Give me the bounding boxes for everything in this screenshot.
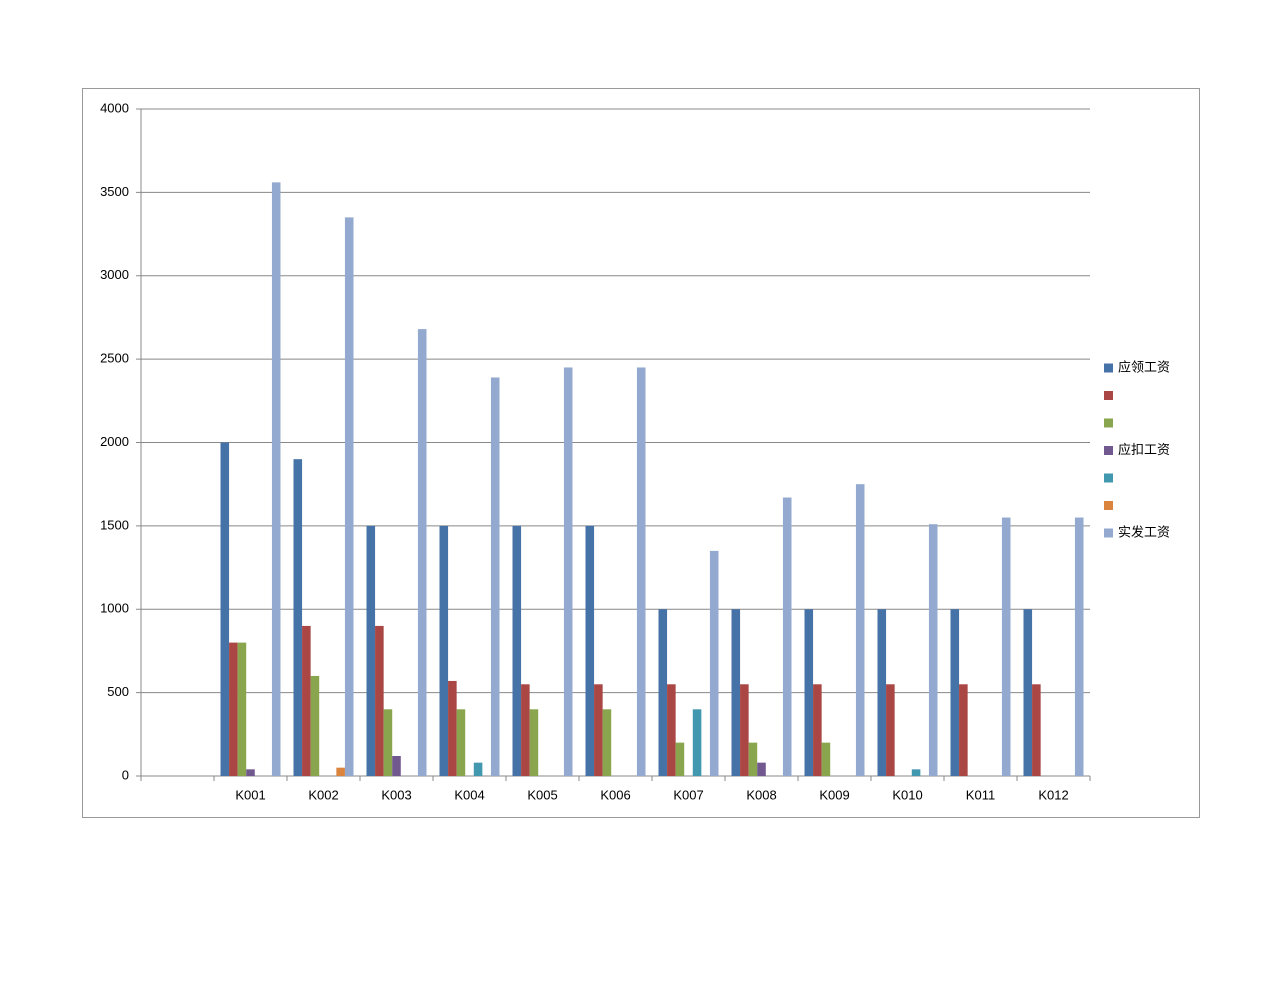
bar — [959, 684, 968, 776]
bar — [563, 367, 573, 776]
bar — [375, 625, 384, 776]
legend-label: 实发工资 — [1118, 524, 1170, 539]
bar — [658, 609, 668, 776]
legend-swatch — [1104, 391, 1113, 400]
bar — [366, 525, 376, 776]
legend-swatch — [1104, 446, 1113, 455]
bar — [731, 609, 741, 776]
bar — [667, 684, 676, 776]
legend-label: 应扣工资 — [1118, 442, 1170, 457]
bar — [748, 742, 758, 776]
y-tick-label: 0 — [122, 767, 129, 782]
bar — [928, 524, 938, 776]
bar — [1001, 517, 1011, 776]
x-tick-label: K011 — [966, 787, 995, 802]
bar — [602, 709, 612, 776]
bar — [383, 709, 393, 776]
bar — [740, 684, 749, 776]
y-tick-label: 4000 — [100, 100, 129, 115]
bar — [490, 377, 500, 776]
bar — [392, 755, 401, 776]
x-tick-label: K004 — [454, 787, 484, 802]
legend-swatch — [1104, 501, 1113, 510]
x-tick-label: K002 — [308, 787, 338, 802]
bar — [594, 684, 603, 776]
legend-swatch — [1104, 473, 1113, 483]
bar — [271, 182, 281, 776]
y-tick-label: 3000 — [100, 267, 129, 282]
bar — [692, 709, 702, 776]
x-tick-label: K001 — [235, 787, 265, 802]
y-tick-label: 1000 — [100, 601, 129, 616]
bar — [302, 625, 311, 776]
x-tick-label: K003 — [381, 787, 411, 802]
legend-swatch — [1104, 528, 1113, 538]
bar — [1074, 517, 1084, 776]
bar — [344, 217, 354, 776]
bar — [456, 709, 466, 776]
bar — [782, 497, 792, 776]
bar — [293, 459, 303, 776]
legend-label: 应领工资 — [1118, 359, 1170, 374]
bar — [1023, 609, 1033, 776]
y-tick-label: 2000 — [100, 434, 129, 449]
bar — [529, 709, 539, 776]
bar — [473, 762, 483, 776]
y-tick-label: 1500 — [100, 517, 129, 532]
x-tick-label: K006 — [600, 787, 630, 802]
bar — [1032, 684, 1041, 776]
bar — [448, 680, 457, 776]
bar — [757, 762, 766, 776]
bar — [636, 367, 646, 776]
bar — [911, 769, 921, 776]
x-tick-label: K012 — [1038, 787, 1068, 802]
y-tick-label: 2500 — [100, 351, 129, 366]
legend-swatch — [1104, 363, 1113, 373]
bar — [877, 609, 887, 776]
bar — [310, 675, 320, 776]
bar — [585, 525, 595, 776]
x-tick-label: K008 — [746, 787, 776, 802]
y-tick-label: 3500 — [100, 184, 129, 199]
bar — [521, 684, 530, 776]
bar — [439, 525, 449, 776]
bar — [220, 442, 230, 776]
legend-swatch — [1104, 418, 1113, 428]
x-tick-label: K009 — [819, 787, 849, 802]
bar — [675, 742, 685, 776]
bar — [229, 642, 238, 776]
x-tick-label: K005 — [527, 787, 557, 802]
bar — [804, 609, 814, 776]
bar — [709, 550, 719, 776]
bar — [512, 525, 522, 776]
bar — [417, 329, 427, 776]
y-tick-label: 500 — [107, 684, 129, 699]
bar — [246, 769, 255, 776]
bar — [886, 684, 895, 776]
x-tick-label: K007 — [673, 787, 703, 802]
bar — [813, 684, 822, 776]
bar — [821, 742, 831, 776]
bar — [950, 609, 960, 776]
bar — [237, 642, 247, 776]
bar — [336, 767, 345, 776]
bar — [855, 484, 865, 776]
x-tick-label: K010 — [892, 787, 922, 802]
